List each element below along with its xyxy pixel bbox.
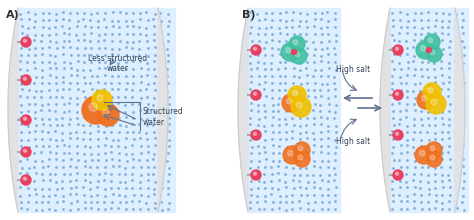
- Circle shape: [293, 40, 298, 45]
- Circle shape: [296, 102, 302, 108]
- Circle shape: [426, 94, 446, 114]
- Circle shape: [426, 46, 442, 62]
- Circle shape: [393, 90, 403, 100]
- Circle shape: [430, 155, 435, 160]
- Text: Less structured
water: Less structured water: [89, 54, 147, 73]
- Circle shape: [24, 39, 27, 42]
- Circle shape: [298, 155, 303, 160]
- Circle shape: [288, 86, 306, 104]
- Polygon shape: [158, 8, 168, 212]
- Text: B): B): [242, 10, 255, 20]
- Circle shape: [292, 90, 298, 96]
- Circle shape: [102, 110, 109, 116]
- Circle shape: [254, 92, 256, 95]
- Circle shape: [24, 177, 27, 180]
- Polygon shape: [238, 8, 248, 212]
- Text: A): A): [6, 10, 20, 20]
- Circle shape: [430, 146, 435, 151]
- Circle shape: [393, 170, 403, 180]
- Text: Structured
water: Structured water: [143, 107, 184, 127]
- Circle shape: [21, 175, 31, 185]
- Circle shape: [431, 99, 437, 105]
- Circle shape: [395, 47, 399, 50]
- Text: High salt: High salt: [336, 65, 370, 74]
- Circle shape: [92, 90, 112, 110]
- Circle shape: [416, 41, 434, 59]
- Circle shape: [21, 147, 31, 157]
- Circle shape: [395, 92, 399, 95]
- Circle shape: [420, 46, 426, 51]
- Circle shape: [251, 90, 261, 100]
- Circle shape: [428, 38, 433, 43]
- Circle shape: [288, 150, 293, 156]
- Circle shape: [393, 45, 403, 55]
- Circle shape: [421, 95, 427, 101]
- Circle shape: [251, 170, 261, 180]
- Circle shape: [295, 52, 300, 57]
- Circle shape: [97, 95, 103, 101]
- Circle shape: [291, 97, 311, 117]
- Circle shape: [24, 117, 27, 120]
- Circle shape: [24, 149, 27, 152]
- Circle shape: [298, 146, 303, 151]
- Text: High salt: High salt: [336, 137, 370, 146]
- Circle shape: [251, 130, 261, 140]
- Circle shape: [289, 36, 305, 52]
- Circle shape: [292, 50, 297, 55]
- Circle shape: [423, 83, 441, 101]
- Circle shape: [286, 99, 292, 104]
- Circle shape: [415, 146, 433, 164]
- Circle shape: [254, 132, 256, 135]
- Circle shape: [428, 88, 433, 93]
- Circle shape: [21, 75, 31, 85]
- Circle shape: [282, 94, 300, 112]
- Circle shape: [281, 43, 299, 61]
- Circle shape: [291, 48, 307, 64]
- Circle shape: [426, 142, 442, 158]
- Polygon shape: [455, 8, 465, 212]
- Circle shape: [254, 47, 256, 50]
- Circle shape: [417, 91, 435, 109]
- Circle shape: [294, 142, 310, 158]
- Circle shape: [430, 50, 435, 55]
- Circle shape: [424, 34, 440, 50]
- Polygon shape: [8, 8, 18, 212]
- Circle shape: [395, 132, 399, 135]
- Circle shape: [395, 172, 399, 175]
- Circle shape: [82, 96, 110, 124]
- Circle shape: [24, 77, 27, 80]
- Circle shape: [427, 48, 431, 53]
- Circle shape: [283, 146, 301, 164]
- Circle shape: [254, 172, 256, 175]
- Circle shape: [294, 151, 310, 167]
- Circle shape: [251, 45, 261, 55]
- Circle shape: [419, 150, 425, 156]
- Polygon shape: [380, 8, 390, 212]
- Circle shape: [426, 151, 442, 167]
- Circle shape: [89, 103, 97, 111]
- Circle shape: [21, 115, 31, 125]
- Circle shape: [393, 130, 403, 140]
- Circle shape: [97, 104, 119, 126]
- Circle shape: [285, 48, 291, 53]
- Circle shape: [21, 37, 31, 47]
